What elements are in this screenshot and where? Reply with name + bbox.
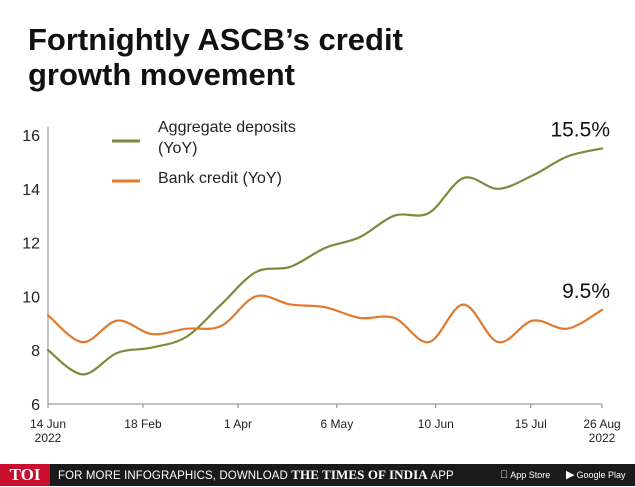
x-tick-label: 15 Jul [515, 417, 547, 431]
footer-brand: THE TIMES OF INDIA [291, 467, 428, 482]
footer-banner: TOI FOR MORE INFOGRAPHICS, DOWNLOAD THE … [0, 464, 635, 486]
y-tick-label: 6 [31, 397, 40, 414]
x-tick-label: 14 Jun 2022 [30, 417, 66, 445]
chart-title-line-1: Fortnightly ASCB’s credit [28, 22, 403, 57]
y-tick-label: 16 [22, 128, 40, 145]
series-line-credit [46, 294, 604, 344]
google-play-label: Google Play [576, 470, 626, 480]
chart-title-line-2: growth movement [28, 57, 295, 92]
end-value-label-deposits: 15.5% [550, 118, 610, 141]
y-tick-label: 12 [22, 236, 40, 253]
x-tick-label: 18 Feb [124, 417, 162, 431]
toi-logo: TOI [0, 464, 50, 486]
footer-promo-text: FOR MORE INFOGRAPHICS, DOWNLOAD THE TIME… [58, 464, 454, 486]
chart-title: Fortnightly ASCB’s credit growth movemen… [28, 22, 588, 92]
app-store-label: App Store [502, 470, 550, 480]
x-tick-label: 26 Aug 2022 [583, 417, 620, 445]
x-tick-label: 10 Jun [418, 417, 454, 431]
series-line-deposits [46, 147, 604, 376]
google-play-badge[interactable]: ▶ Google Play [566, 467, 626, 483]
x-tick-label: 6 May [321, 417, 354, 431]
app-store-badge[interactable]: App Store [500, 467, 550, 483]
footer-suffix: APP [430, 470, 454, 482]
y-tick-label: 10 [22, 289, 40, 306]
legend-label-deposits: Aggregate deposits (YoY) [158, 119, 296, 157]
apple-icon:  [500, 469, 508, 481]
y-tick-label: 14 [22, 182, 40, 199]
x-tick-label: 1 Apr [224, 417, 252, 431]
play-icon: ▶ [566, 469, 575, 481]
legend-label-credit: Bank credit (YoY) [158, 170, 282, 187]
end-value-label-credit: 9.5% [562, 280, 610, 303]
line-chart: 6 8 10 12 14 16 14 Jun 2022 18 Feb 1 Apr 6 May 10 J… [22, 118, 620, 445]
footer-prefix: FOR MORE INFOGRAPHICS, DOWNLOAD [58, 470, 288, 482]
y-tick-label: 8 [31, 343, 40, 360]
